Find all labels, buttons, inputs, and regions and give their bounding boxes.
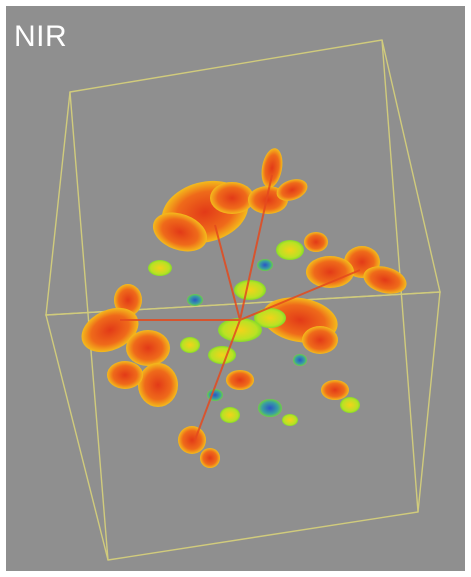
leaf-top-left bbox=[152, 180, 254, 252]
leaf-center-right bbox=[254, 297, 338, 354]
leaf-bottom bbox=[178, 370, 254, 468]
leaf-left bbox=[81, 284, 178, 407]
plant-leaves bbox=[81, 148, 407, 468]
plant-stems bbox=[120, 174, 361, 441]
leaf-inner-mixed bbox=[148, 240, 307, 426]
leaf-right bbox=[304, 232, 407, 294]
nir-label: NIR bbox=[14, 20, 68, 53]
leaf-lower-right bbox=[321, 380, 360, 413]
leaf-top-right bbox=[248, 148, 308, 214]
bounding-box bbox=[45, 39, 441, 561]
